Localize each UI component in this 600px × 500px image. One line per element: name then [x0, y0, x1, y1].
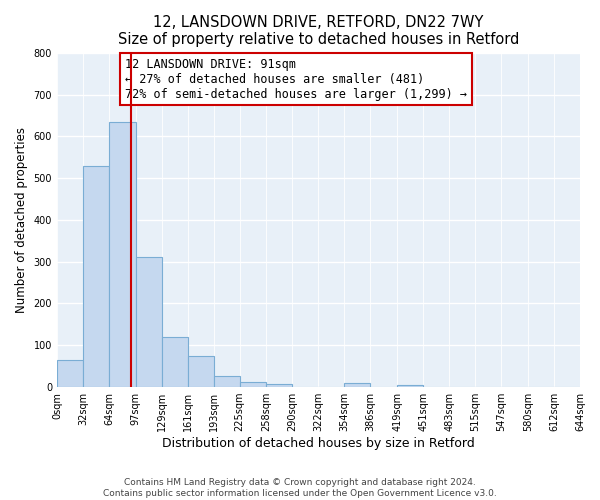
Bar [239, 382, 266, 387]
Bar [161, 337, 188, 387]
Bar [214, 376, 239, 387]
Bar [109, 122, 136, 387]
Bar [397, 385, 423, 387]
Bar [136, 256, 161, 387]
Bar [83, 166, 109, 387]
X-axis label: Distribution of detached houses by size in Retford: Distribution of detached houses by size … [162, 437, 475, 450]
Text: Contains HM Land Registry data © Crown copyright and database right 2024.
Contai: Contains HM Land Registry data © Crown c… [103, 478, 497, 498]
Bar [344, 383, 370, 387]
Bar [188, 356, 214, 387]
Title: 12, LANSDOWN DRIVE, RETFORD, DN22 7WY
Size of property relative to detached hous: 12, LANSDOWN DRIVE, RETFORD, DN22 7WY Si… [118, 15, 519, 48]
Y-axis label: Number of detached properties: Number of detached properties [15, 127, 28, 313]
Text: 12 LANSDOWN DRIVE: 91sqm
← 27% of detached houses are smaller (481)
72% of semi-: 12 LANSDOWN DRIVE: 91sqm ← 27% of detach… [125, 58, 467, 100]
Bar [266, 384, 292, 387]
Bar [57, 360, 83, 387]
